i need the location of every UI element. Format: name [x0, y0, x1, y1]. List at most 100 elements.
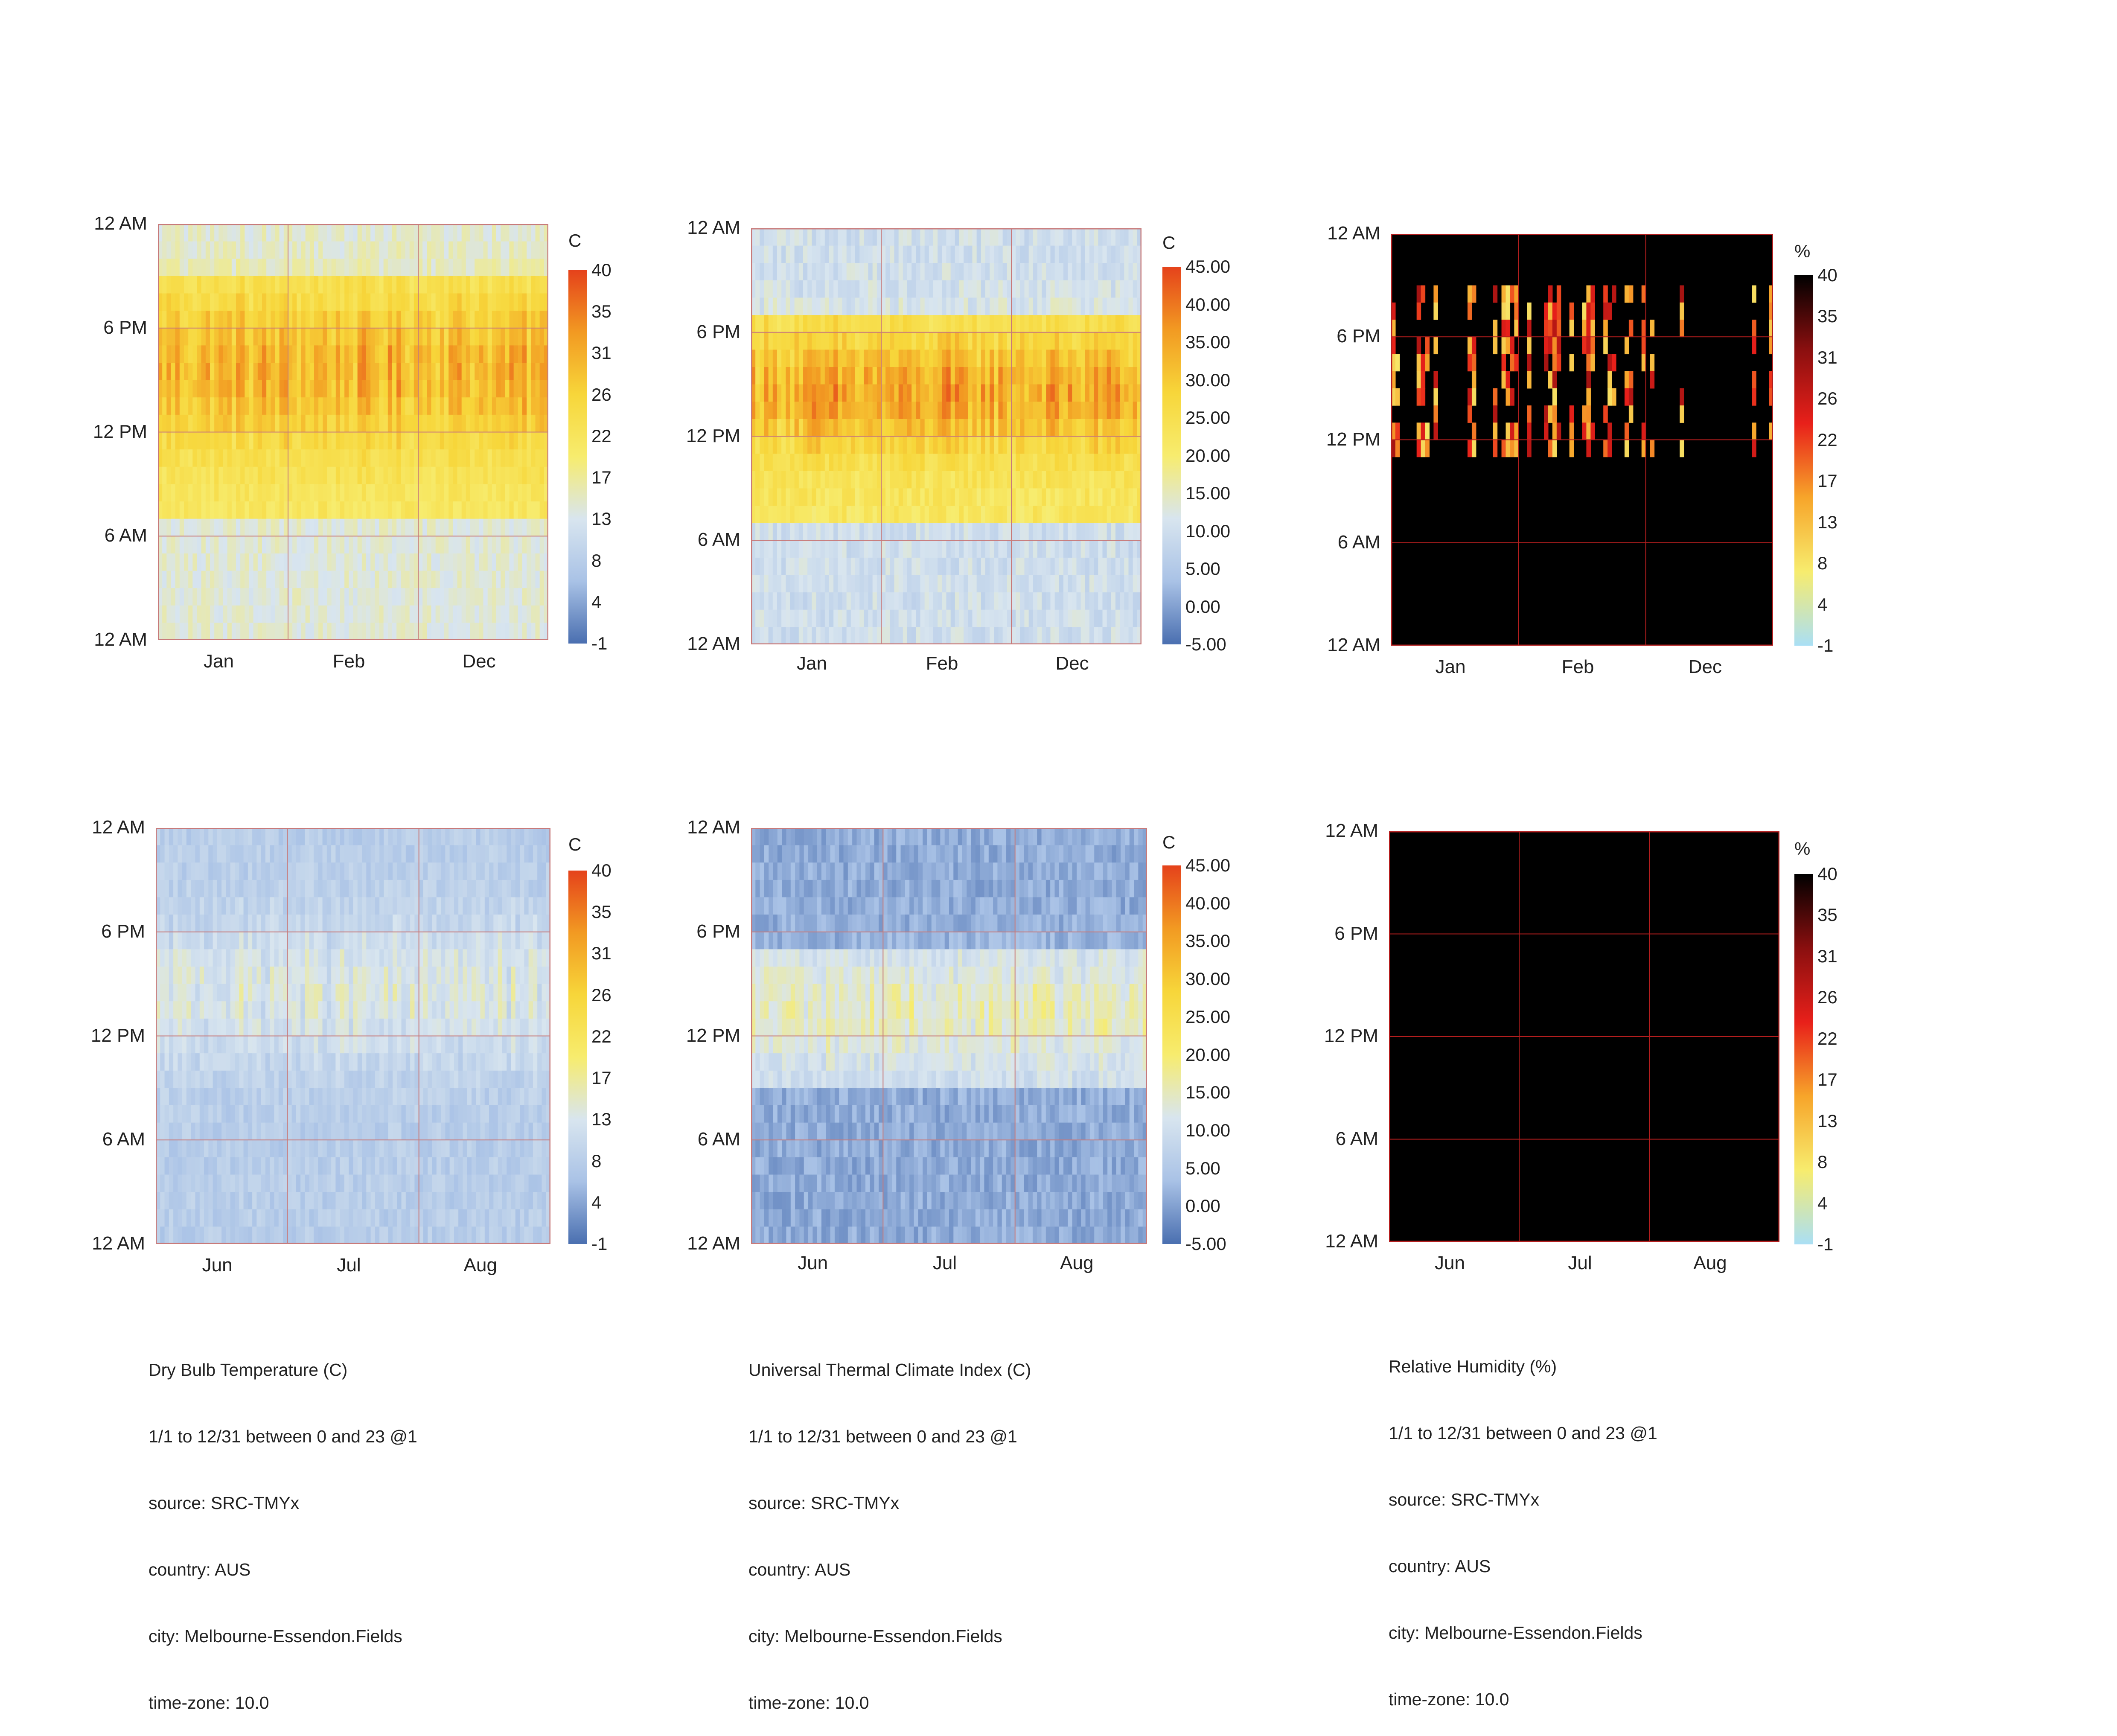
heatmap-cell [1055, 350, 1060, 367]
heatmap-cell [292, 553, 297, 571]
heatmap-cell [310, 536, 314, 553]
heatmap-cell [951, 350, 955, 367]
heatmap-cell [1107, 350, 1112, 367]
heatmap-cell [388, 415, 393, 432]
heatmap-cell [881, 402, 886, 419]
heatmap-cell [1063, 575, 1068, 593]
heatmap-cell [292, 311, 297, 328]
heatmap-cell [540, 276, 545, 294]
heatmap-cell [332, 328, 336, 346]
heatmap-cell [436, 571, 440, 588]
heatmap-cell [332, 397, 336, 415]
heatmap-cell [522, 467, 527, 484]
heatmap-cell [488, 449, 492, 467]
heatmap-cell [1527, 354, 1532, 371]
heatmap-cell [496, 415, 501, 432]
heatmap-cell [833, 523, 838, 541]
heatmap-cell [1037, 575, 1042, 593]
heatmap-cell [755, 246, 760, 263]
heatmap-cell [1016, 471, 1020, 489]
heatmap-cell [1493, 405, 1498, 423]
heatmap-cell [173, 984, 178, 1002]
heatmap-cell [191, 1071, 195, 1088]
heatmap-cell [942, 488, 946, 506]
heatmap-cell [262, 432, 267, 450]
heatmap-cell [807, 488, 812, 506]
heatmap-cell [184, 606, 189, 623]
heatmap-cell [514, 294, 518, 311]
heatmap-cell [1103, 332, 1107, 350]
heatmap-cell [284, 432, 288, 450]
heatmap-cell [1607, 303, 1612, 320]
heatmap-cell [1051, 315, 1055, 332]
heatmap-cell [951, 471, 955, 489]
heatmap-cell [777, 228, 782, 246]
heatmap-cell [340, 449, 345, 467]
heatmap-cell [310, 606, 314, 623]
heatmap-cell [885, 488, 890, 506]
heatmap-cell [388, 432, 393, 450]
heatmap-cell [781, 280, 786, 298]
heatmap-cell [816, 540, 821, 558]
heatmap-cell [1077, 488, 1081, 506]
heatmap-cell [1115, 402, 1120, 419]
heatmap-cell [188, 449, 193, 467]
heatmap-cell [864, 280, 868, 298]
heatmap-cell [240, 553, 245, 571]
heatmap-cell [200, 915, 204, 932]
heatmap-cell [165, 1071, 169, 1088]
heatmap-cell [171, 242, 176, 259]
heatmap-cell [942, 367, 946, 384]
heatmap-cell [1111, 558, 1116, 575]
heatmap-cell [1124, 523, 1129, 541]
heatmap-cell [907, 610, 912, 627]
heatmap-cell [200, 1192, 204, 1209]
heatmap-cell [184, 242, 189, 259]
heatmap-cell [171, 536, 176, 553]
heatmap-cell [213, 880, 218, 897]
heatmap-cell [375, 501, 379, 519]
heatmap-cell [401, 363, 405, 380]
heatmap-cell [1046, 384, 1051, 402]
heatmap-cell [184, 449, 189, 467]
heatmap-cell [1063, 315, 1068, 332]
heatmap-cell [881, 454, 886, 471]
heatmap-cell [192, 432, 197, 450]
heatmap-cell [781, 402, 786, 419]
heatmap-cell [1037, 367, 1042, 384]
heatmap-cell [540, 294, 545, 311]
heatmap-cell [162, 363, 167, 380]
heatmap-cell [916, 627, 920, 644]
heatmap-cell [1081, 437, 1086, 454]
heatmap-cell [288, 242, 293, 259]
heatmap-cell [773, 471, 777, 489]
heatmap-cell [1089, 384, 1094, 402]
heatmap-cell [166, 415, 171, 432]
heatmap-cell [160, 1157, 165, 1175]
heatmap-cell [825, 540, 830, 558]
heatmap-cell [505, 623, 510, 640]
heatmap-cell [192, 467, 197, 484]
heatmap-cell [323, 328, 327, 346]
heatmap-cell [375, 380, 379, 398]
heatmap-cell [232, 380, 236, 398]
heatmap-cell [436, 553, 440, 571]
heatmap-cell [362, 259, 367, 276]
heatmap-cell [488, 467, 492, 484]
heatmap-cell [188, 242, 193, 259]
heatmap-cell [1098, 610, 1103, 627]
heatmap-cell [440, 224, 445, 242]
heatmap-cell [292, 467, 297, 484]
heatmap-cell [838, 280, 842, 298]
heatmap-cell [258, 276, 262, 294]
heatmap-cell [249, 484, 254, 501]
legend-tick-label: 10.00 [1185, 521, 1230, 542]
heatmap-cell [249, 242, 254, 259]
heatmap-cell [1548, 303, 1553, 320]
heatmap-cell [877, 350, 882, 367]
heatmap-cell [323, 397, 327, 415]
heatmap-cell [1129, 419, 1133, 437]
heatmap-cell [227, 294, 232, 311]
heatmap-cell [1107, 419, 1112, 437]
heatmap-cell [842, 350, 847, 367]
